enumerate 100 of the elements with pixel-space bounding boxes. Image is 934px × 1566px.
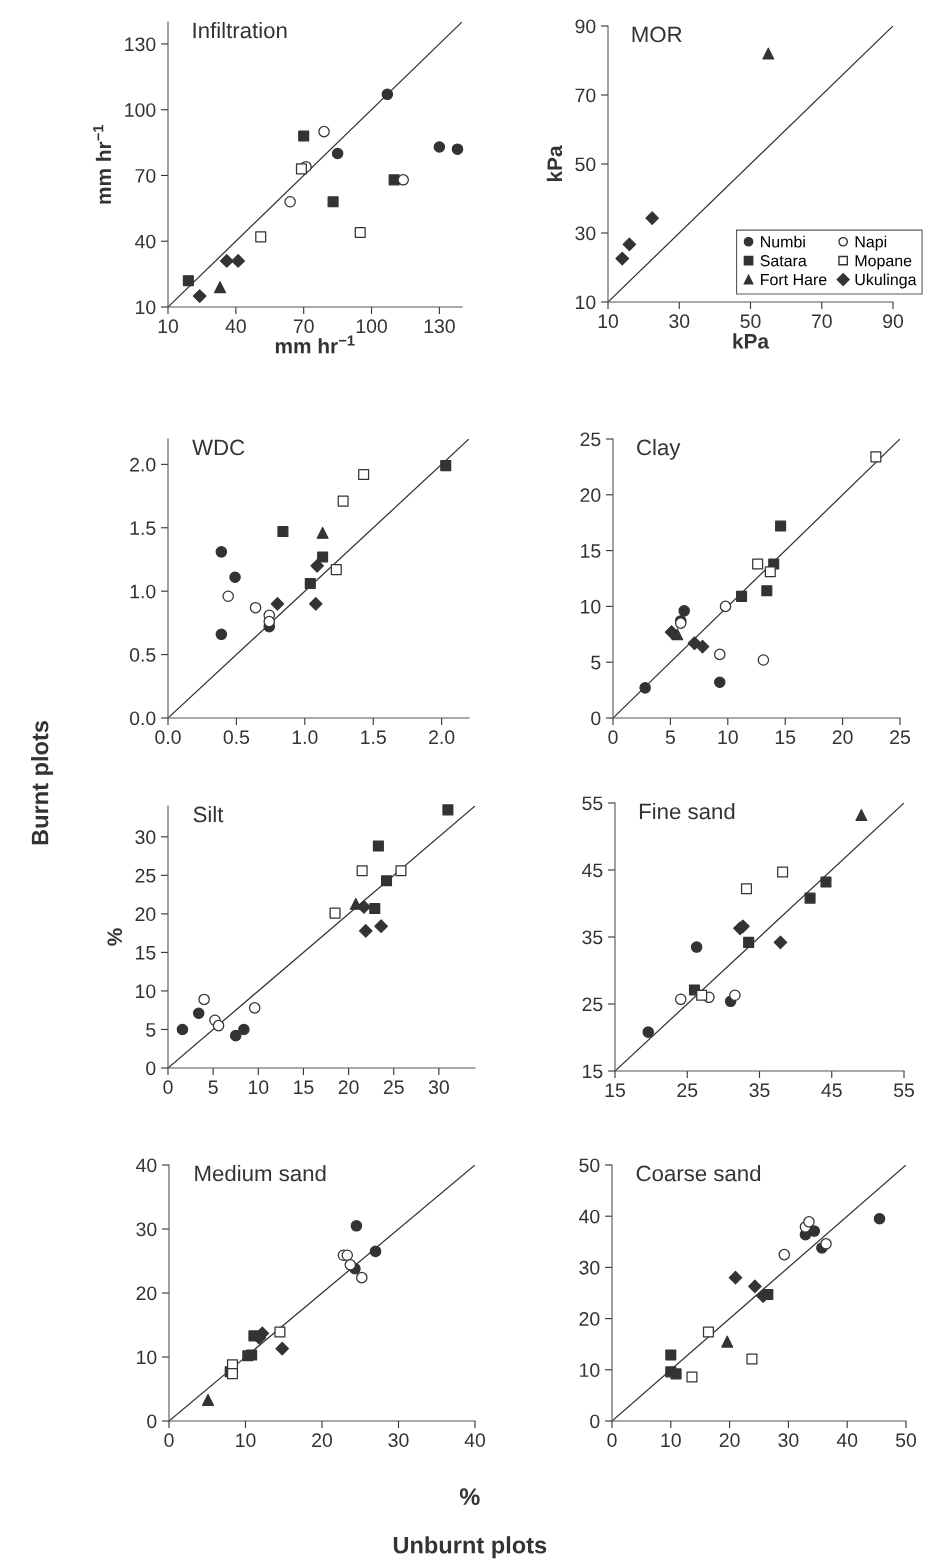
y-tick-label: 2.0 (130, 457, 156, 472)
text: Burnt plots (31, 721, 54, 845)
y-tick-label: 10 (137, 1350, 157, 1365)
y-tick-label: 0.5 (129, 648, 156, 662)
x-tick-label: 100 (356, 319, 387, 334)
y-axis-title: mm hr$^{−1}$ (93, 124, 111, 204)
y-tick-label: 20 (580, 488, 601, 503)
x-tick-label: 40 (225, 319, 246, 334)
y-tick-label: 70 (575, 88, 596, 103)
y-tick-label: 30 (579, 1260, 600, 1275)
x-tick-label: 0.5 (223, 730, 250, 745)
y-tick-label: 55 (582, 796, 603, 811)
y-tick-label: 50 (579, 1158, 600, 1173)
y-tick-label: 25 (582, 997, 603, 1012)
x-tick-label: 15 (775, 730, 796, 745)
y-tick-label: 20 (135, 907, 156, 922)
y-tick-label: 1.5 (130, 521, 156, 536)
x-tick-label: 50 (740, 314, 761, 329)
x-tick-label: 10 (718, 730, 738, 745)
x-tick-label: 50 (895, 1433, 917, 1448)
x-tick-label: 30 (778, 1433, 799, 1448)
x-tick-label: 10 (661, 1433, 681, 1448)
x-axis-title: kPa (733, 333, 770, 349)
x-tick-label: 70 (293, 319, 314, 334)
x-tick-label: 1.0 (292, 730, 318, 745)
y-tick-label: 15 (581, 544, 601, 558)
y-tick-label: 1.0 (130, 584, 156, 599)
y-tick-label: 5 (146, 1023, 156, 1037)
legend-label: Satara (760, 255, 807, 267)
y-axis-title: kPa (546, 145, 563, 182)
x-tick-label: 25 (890, 730, 910, 745)
x-tick-label: 30 (388, 1433, 409, 1448)
x-tick-label: 55 (893, 1083, 914, 1098)
legend-label: Fort Hare (761, 274, 827, 286)
y-tick-label: 35 (582, 930, 603, 945)
x-tick-label: 20 (832, 730, 853, 745)
x-tick-label: 30 (669, 314, 690, 329)
x-tick-label: 40 (836, 1433, 858, 1448)
x-tick-label: 70 (811, 314, 832, 329)
chart-title: Infiltration (193, 22, 287, 39)
chart-title: Medium sand (195, 1165, 326, 1182)
y-tick-label: 20 (579, 1312, 600, 1326)
legend-label: Napi (855, 235, 887, 251)
legend-label: Ukulinga (855, 273, 917, 289)
y-tick-label: 0 (590, 1414, 600, 1429)
chart-title: Fine sand (639, 803, 735, 820)
y-tick-label: 25 (135, 868, 156, 883)
chart-title: Silt (193, 806, 224, 823)
x-tick-label: 45 (821, 1083, 842, 1098)
y-tick-label: 70 (135, 168, 156, 183)
x-tick-label: 0 (164, 1433, 174, 1448)
x-tick-label: 90 (883, 314, 904, 329)
chart-title: Coarse sand (636, 1165, 761, 1182)
x-tick-label: 2.0 (429, 730, 455, 745)
y-tick-label: 90 (575, 19, 596, 34)
x-tick-label: 20 (338, 1080, 359, 1095)
y-tick-label: 5 (591, 655, 601, 670)
chart-title: Clay (637, 439, 681, 460)
y-tick-label: 40 (135, 234, 156, 249)
legend-label: Numbi (761, 235, 805, 248)
text: Unburnt plots (393, 1536, 547, 1559)
y-tick-label: 15 (136, 946, 156, 960)
x-axis-title: mm hr$^{−1}$ (275, 335, 355, 354)
x-tick-label: 0 (607, 1433, 617, 1448)
x-tick-label: 0 (163, 1080, 173, 1095)
y-tick-label: 130 (125, 37, 156, 52)
x-tick-label: 5 (665, 730, 675, 745)
x-tick-label: 130 (424, 319, 455, 334)
x-tick-label: 5 (208, 1080, 218, 1095)
x-tick-label: 10 (248, 1080, 269, 1095)
y-tick-label: 25 (580, 432, 601, 447)
y-tick-label: 10 (581, 599, 601, 614)
y-tick-label: 30 (575, 226, 596, 241)
y-tick-label: 0 (591, 711, 601, 726)
x-tick-label: 15 (605, 1083, 625, 1098)
y-tick-label: 0 (147, 1414, 157, 1429)
y-tick-label: 10 (136, 984, 156, 999)
x-tick-label: 10 (158, 319, 179, 334)
y-tick-label: 30 (135, 830, 156, 845)
y-tick-label: 100 (125, 103, 156, 117)
x-tick-label: 20 (719, 1433, 740, 1448)
y-tick-label: 30 (136, 1222, 157, 1237)
x-tick-label: 10 (236, 1433, 256, 1448)
x-tick-label: 30 (428, 1080, 449, 1095)
text: % (459, 1488, 480, 1505)
y-tick-label: 0 (146, 1061, 156, 1076)
x-tick-label: 1.5 (361, 730, 386, 745)
y-tick-label: 15 (583, 1064, 603, 1079)
x-tick-label: 0 (608, 730, 618, 745)
y-axis-title: % (107, 928, 123, 946)
y-tick-label: 50 (575, 157, 596, 172)
x-tick-label: 25 (383, 1080, 404, 1095)
y-tick-label: 10 (580, 1363, 600, 1378)
chart-title: WDC (192, 439, 245, 456)
y-tick-label: 10 (576, 295, 596, 310)
y-tick-label: 0.0 (129, 711, 156, 726)
y-tick-label: 20 (136, 1286, 157, 1301)
legend-label: Mopane (855, 255, 912, 270)
x-tick-label: 15 (294, 1080, 314, 1095)
y-tick-label: 10 (136, 300, 156, 315)
